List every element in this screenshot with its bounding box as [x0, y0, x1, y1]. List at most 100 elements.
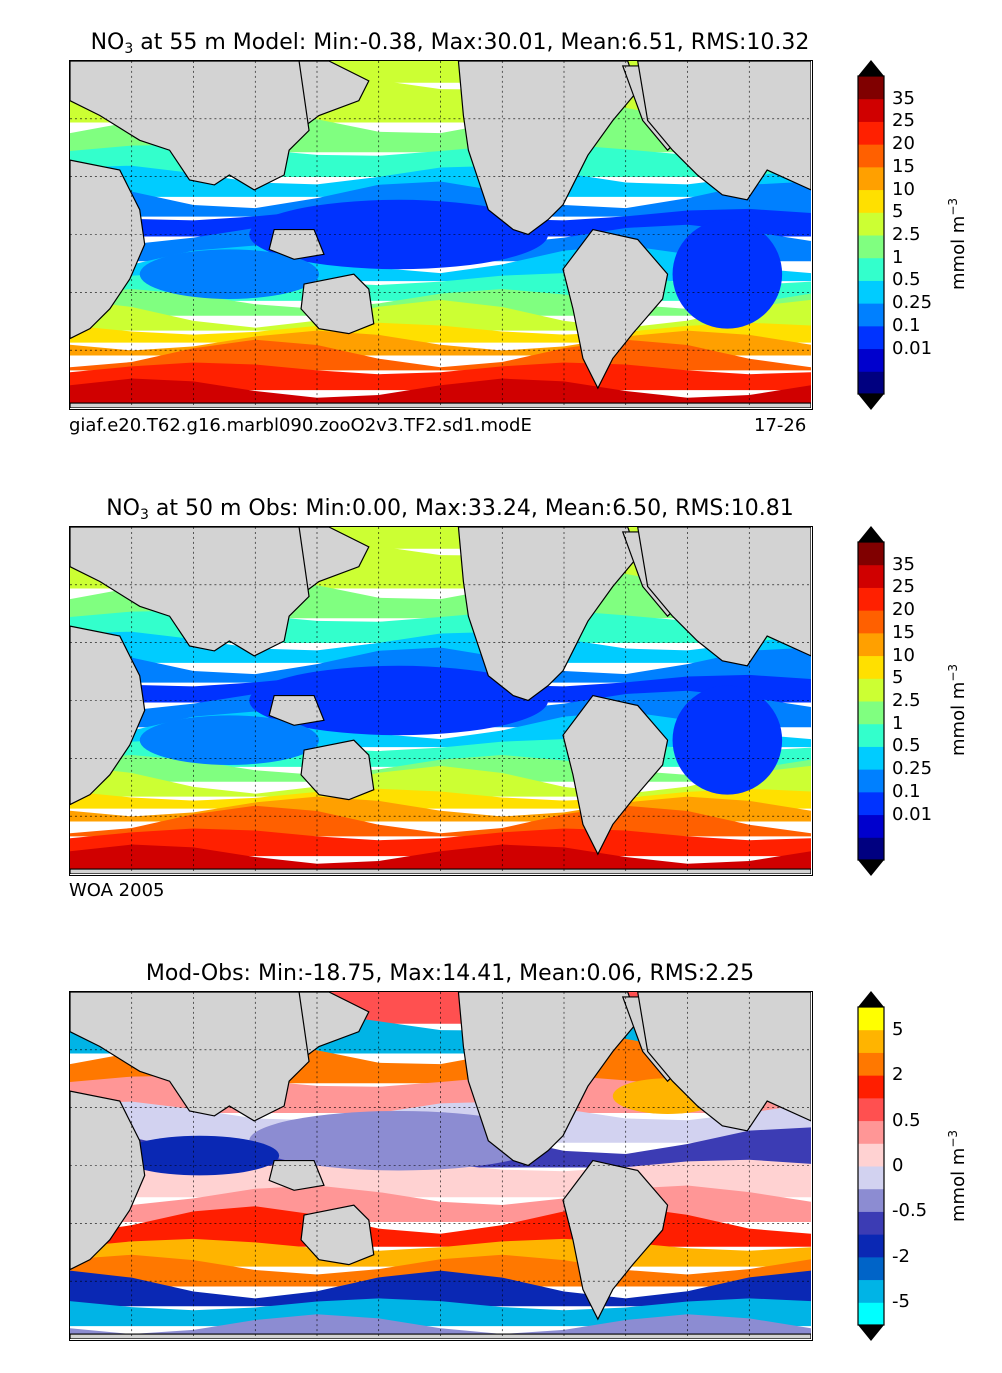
colorbar-swatch: [858, 1097, 884, 1122]
panel-1-year-range: 17-26: [754, 415, 807, 436]
map-canvas: [70, 992, 811, 1339]
panel-2-title-text: at 50 m Obs: Min:0.00, Max:33.24, Mean:6…: [148, 496, 794, 521]
colorbar-tick-label: 10: [892, 178, 915, 200]
landmass-europe-asia: [637, 992, 811, 1132]
panel-1-title-sub: 3: [124, 41, 134, 57]
colorbar-swatch: [858, 814, 884, 838]
colorbar-swatch: [858, 1166, 884, 1190]
colorbar-tick-label: 0.01: [892, 803, 933, 825]
panel-2-source: WOA 2005: [69, 880, 165, 901]
landmass-asia-west: [70, 61, 310, 191]
landmass-australia: [300, 273, 375, 335]
panel-2-title-var: NO: [106, 496, 140, 521]
colorbar-swatch: [858, 235, 884, 259]
landmass-south-america: [562, 1159, 669, 1321]
colorbar-swatch: [858, 610, 884, 634]
colorbar-tick-label: 15: [892, 621, 915, 643]
landmass-asia-west: [70, 527, 310, 657]
colorbar-swatch: [858, 701, 884, 725]
colorbar-tick-label: 5: [892, 201, 904, 223]
colorbar-tick-label: 0.5: [892, 735, 921, 757]
colorbar-swatch: [858, 564, 884, 588]
landmass-north-america-east: [457, 61, 639, 236]
colorbar-tick-label: 0.1: [892, 314, 921, 336]
landmass-south-america: [562, 694, 669, 856]
colorbar-tick-label: 0.5: [892, 1109, 921, 1131]
colorbar-swatch: [858, 837, 884, 861]
colorbar-swatch: [858, 1279, 884, 1303]
landmass-europe-asia: [637, 527, 811, 667]
colorbar-swatch: [858, 1188, 884, 1212]
colorbar-swatch: [858, 746, 884, 770]
colorbar-swatch: [858, 1143, 884, 1167]
colorbar-swatch: [858, 1007, 884, 1031]
colorbar-tick-label: 5: [892, 667, 904, 689]
colorbar-tick-label: 15: [892, 155, 915, 177]
colorbar-swatch: [858, 212, 884, 236]
colorbar-swatches: [857, 60, 885, 410]
panel-3-map: [69, 991, 813, 1341]
colorbar-tick-label: 0.1: [892, 780, 921, 802]
colorbar-swatch: [858, 371, 884, 395]
colorbar-tick-label: 0.5: [892, 269, 921, 291]
colorbar-swatch: [858, 678, 884, 702]
colorbar-swatch: [858, 348, 884, 372]
colorbar-swatch: [858, 769, 884, 793]
panel-1-map: [69, 60, 813, 410]
landmass-maritime: [268, 1159, 325, 1191]
colorbar-swatch: [858, 1211, 884, 1235]
colorbar-tick-label: -2: [892, 1245, 910, 1267]
panel-1-colorbar-unit: mmol m−3: [946, 197, 969, 290]
colorbar-swatch: [858, 723, 884, 747]
panel-1-colorbar: [857, 60, 885, 410]
colorbar-tick-label: -0.5: [892, 1200, 928, 1222]
colorbar-swatch: [858, 280, 884, 304]
panel-3-title-text: Mod-Obs: Min:-18.75, Max:14.41, Mean:0.0…: [145, 961, 755, 986]
colorbar-swatch: [858, 303, 884, 327]
colorbar-swatch: [858, 257, 884, 281]
panel-2-title-sub: 3: [139, 507, 149, 523]
colorbar-swatch: [858, 76, 884, 100]
colorbar-swatch: [858, 1120, 884, 1144]
map-canvas: [70, 61, 811, 408]
panel-3-colorbar: [857, 991, 885, 1341]
colorbar-swatch: [858, 1029, 884, 1053]
landmass-africa: [70, 1090, 146, 1271]
landmass-maritime: [268, 694, 325, 726]
colorbar-swatch: [858, 632, 884, 657]
panel-3-title: Mod-Obs: Min:-18.75, Max:14.41, Mean:0.0…: [0, 961, 900, 987]
landmass-australia: [300, 1204, 375, 1266]
landmass-maritime: [268, 228, 325, 260]
landmass-europe-asia: [637, 61, 811, 201]
colorbar-tick-label: 1: [892, 246, 904, 268]
colorbar-tick-label: 5: [892, 1018, 904, 1040]
colorbar-swatch: [858, 1256, 884, 1281]
colorbar-swatch: [858, 542, 884, 566]
landmass-south-america: [562, 228, 669, 390]
map-canvas: [70, 527, 811, 874]
colorbar-tick-label: 1: [892, 712, 904, 734]
colorbar-tick-label: 25: [892, 576, 915, 598]
colorbar-tick-label: 35: [892, 87, 915, 109]
panel-1-title: NO3 at 55 m Model: Min:-0.38, Max:30.01,…: [0, 30, 900, 62]
colorbar-swatch: [858, 166, 884, 191]
landmass-north-america-east: [457, 992, 639, 1167]
landmass-north-america-east: [457, 527, 639, 702]
colorbar-swatch: [858, 144, 884, 168]
colorbar-tick-label: 25: [892, 110, 915, 132]
colorbar-tick-label: 2.5: [892, 690, 921, 711]
landmass-asia-west: [70, 992, 310, 1122]
colorbar-tick-label: 20: [892, 133, 915, 155]
panel-1-title-var: NO: [90, 30, 125, 55]
colorbar-tick-label: 35: [892, 553, 915, 575]
colorbar-swatch: [858, 189, 884, 213]
colorbar-tick-label: 0.25: [892, 758, 933, 780]
landmass-africa: [70, 159, 146, 340]
colorbar-swatch: [858, 98, 884, 122]
panel-1-run-name: giaf.e20.T62.g16.marbl090.zooO2v3.TF2.sd…: [69, 415, 532, 436]
panel-2-title: NO3 at 50 m Obs: Min:0.00, Max:33.24, Me…: [0, 496, 900, 528]
landmass-australia: [300, 739, 375, 801]
colorbar-tick-label: 0.01: [892, 337, 933, 359]
colorbar-swatches: [857, 526, 885, 876]
colorbar-tick-label: -5: [892, 1291, 910, 1313]
